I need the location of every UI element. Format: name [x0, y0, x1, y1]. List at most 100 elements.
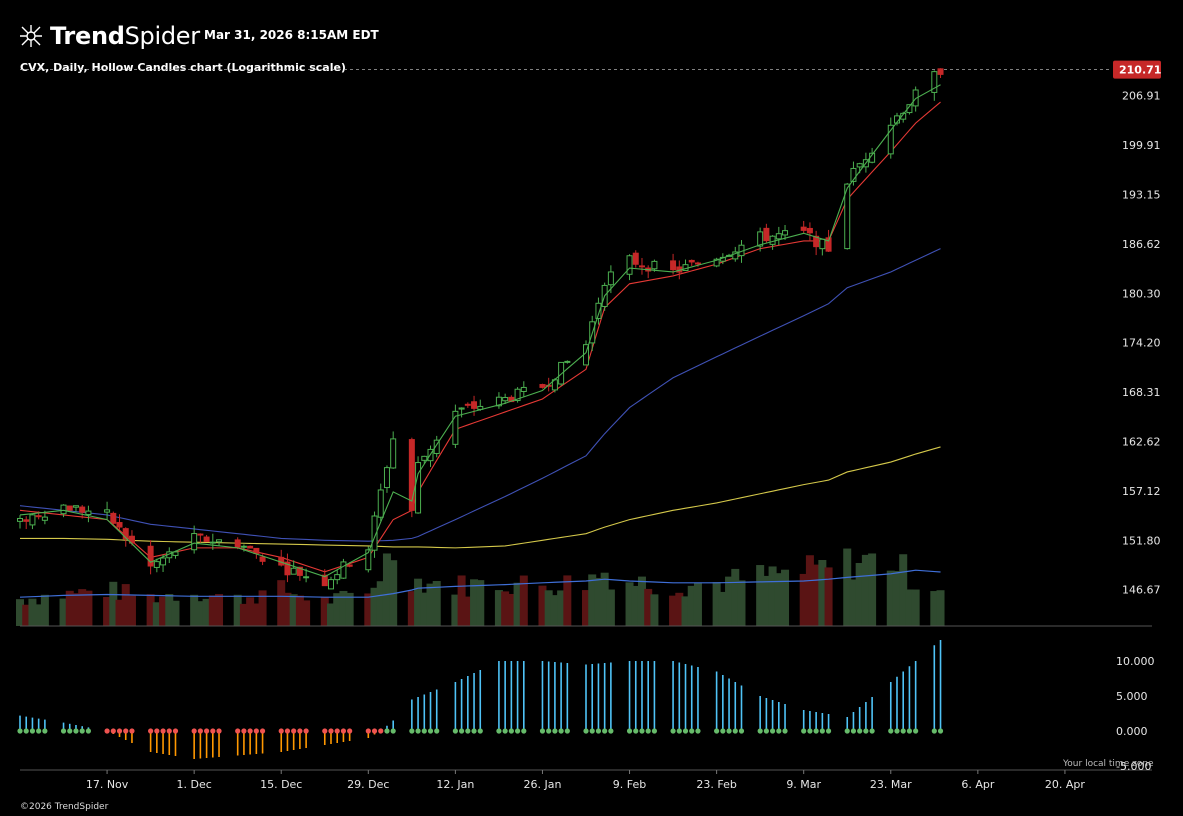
candle-body — [240, 545, 247, 548]
candle-body — [806, 227, 813, 234]
oscillator-dot — [154, 728, 160, 734]
candle-body — [147, 545, 154, 567]
time-tick-label: 15. Dec — [260, 778, 302, 791]
oscillator-dot — [116, 728, 123, 734]
volume-bar — [675, 592, 684, 626]
price-tick-label: 199.91 — [1122, 139, 1161, 152]
oscillator-dot — [869, 728, 875, 734]
volume-bar — [202, 598, 211, 626]
candle-body — [334, 574, 341, 581]
oscillator-dot — [564, 728, 570, 734]
oscillator-dot — [769, 728, 776, 734]
oscillator-dot — [776, 728, 782, 734]
price-tick-label: 162.62 — [1122, 435, 1161, 448]
volume-bar — [494, 590, 503, 626]
oscillator-dot — [210, 728, 216, 734]
time-tick-label: 1. Dec — [177, 778, 212, 791]
oscillator-dot — [384, 728, 390, 734]
candle-body — [209, 541, 216, 544]
volume-bar — [756, 565, 765, 626]
chart-subtitle: CVX, Daily, Hollow Candles chart (Logari… — [20, 61, 346, 74]
oscillator-dot — [720, 728, 726, 734]
volume-bar — [725, 576, 734, 626]
volume-bar — [152, 602, 161, 626]
oscillator-dot — [29, 728, 36, 734]
oscillator-dot — [670, 728, 676, 734]
candle-body — [900, 112, 907, 120]
volume-bar — [208, 595, 217, 626]
candle-body — [383, 467, 390, 489]
oscillator-tick-label: 5.000 — [1116, 690, 1148, 703]
oscillator-dot — [427, 728, 434, 734]
candle-body — [66, 505, 73, 511]
candle-body — [197, 533, 204, 536]
volume-bar — [905, 589, 914, 626]
candle-body — [825, 237, 832, 252]
oscillator-dot — [695, 728, 701, 734]
oscillator-dot — [365, 728, 371, 734]
volume-bar — [812, 564, 821, 626]
volume-bar — [146, 594, 155, 626]
candle-body — [41, 516, 48, 521]
oscillator-dot — [757, 728, 763, 734]
oscillator-dot — [502, 728, 508, 734]
oscillator-dot — [110, 728, 116, 734]
volume-bar — [637, 576, 646, 626]
volume-bar — [320, 597, 329, 626]
candle-body — [303, 576, 310, 579]
oscillator-dot — [129, 728, 135, 734]
oscillator-dot — [434, 728, 440, 734]
candle-body — [290, 567, 297, 575]
oscillator-dot — [589, 728, 595, 734]
candle-body — [153, 561, 160, 568]
volume-bar — [370, 587, 379, 626]
volume-bar — [451, 594, 460, 626]
candle-body — [464, 403, 471, 406]
oscillator-dot — [508, 728, 514, 734]
oscillator-dot — [73, 728, 79, 734]
volume-bar — [911, 589, 920, 626]
oscillator-dot — [421, 728, 427, 734]
oscillator-dot — [602, 728, 608, 734]
oscillator-dot — [191, 728, 197, 734]
volume-bar — [731, 568, 740, 626]
candle-body — [234, 539, 241, 548]
volume-bar — [159, 596, 168, 626]
volume-bar — [283, 592, 292, 626]
volume-bar — [289, 594, 298, 626]
volume-bar — [326, 603, 335, 626]
oscillator-dot — [297, 728, 303, 734]
candle-body — [458, 407, 465, 410]
brand-name: TrendSpider — [50, 22, 200, 50]
volume-bar — [886, 570, 895, 626]
time-tick-label: 9. Feb — [613, 778, 646, 791]
oscillator-dot — [844, 728, 850, 734]
oscillator-dot — [931, 728, 937, 734]
candle-body — [216, 539, 223, 543]
volume-bar — [899, 554, 908, 626]
candle-body — [35, 515, 42, 518]
oscillator-dot — [166, 728, 172, 734]
candle-body — [819, 238, 826, 250]
volume-bar — [246, 597, 255, 626]
volume-bar — [215, 594, 224, 626]
candle-body — [607, 271, 614, 286]
trendspider-logo-icon — [20, 25, 42, 47]
candle-body — [632, 252, 639, 265]
volume-bar — [544, 590, 553, 626]
volume-bar — [16, 599, 24, 626]
volume-bar — [34, 604, 43, 626]
volume-bar — [22, 604, 31, 626]
volume-bar — [892, 570, 901, 626]
oscillator-dot — [539, 728, 546, 734]
candle-body — [327, 579, 334, 590]
volume-bar — [28, 598, 37, 626]
oscillator-dot — [552, 728, 558, 734]
oscillator-dot — [36, 728, 42, 734]
oscillator-dot — [900, 728, 906, 734]
candle-body — [520, 386, 527, 392]
oscillator-dot — [763, 728, 769, 734]
oscillator-dot — [863, 728, 869, 734]
oscillator-dot — [340, 728, 347, 734]
